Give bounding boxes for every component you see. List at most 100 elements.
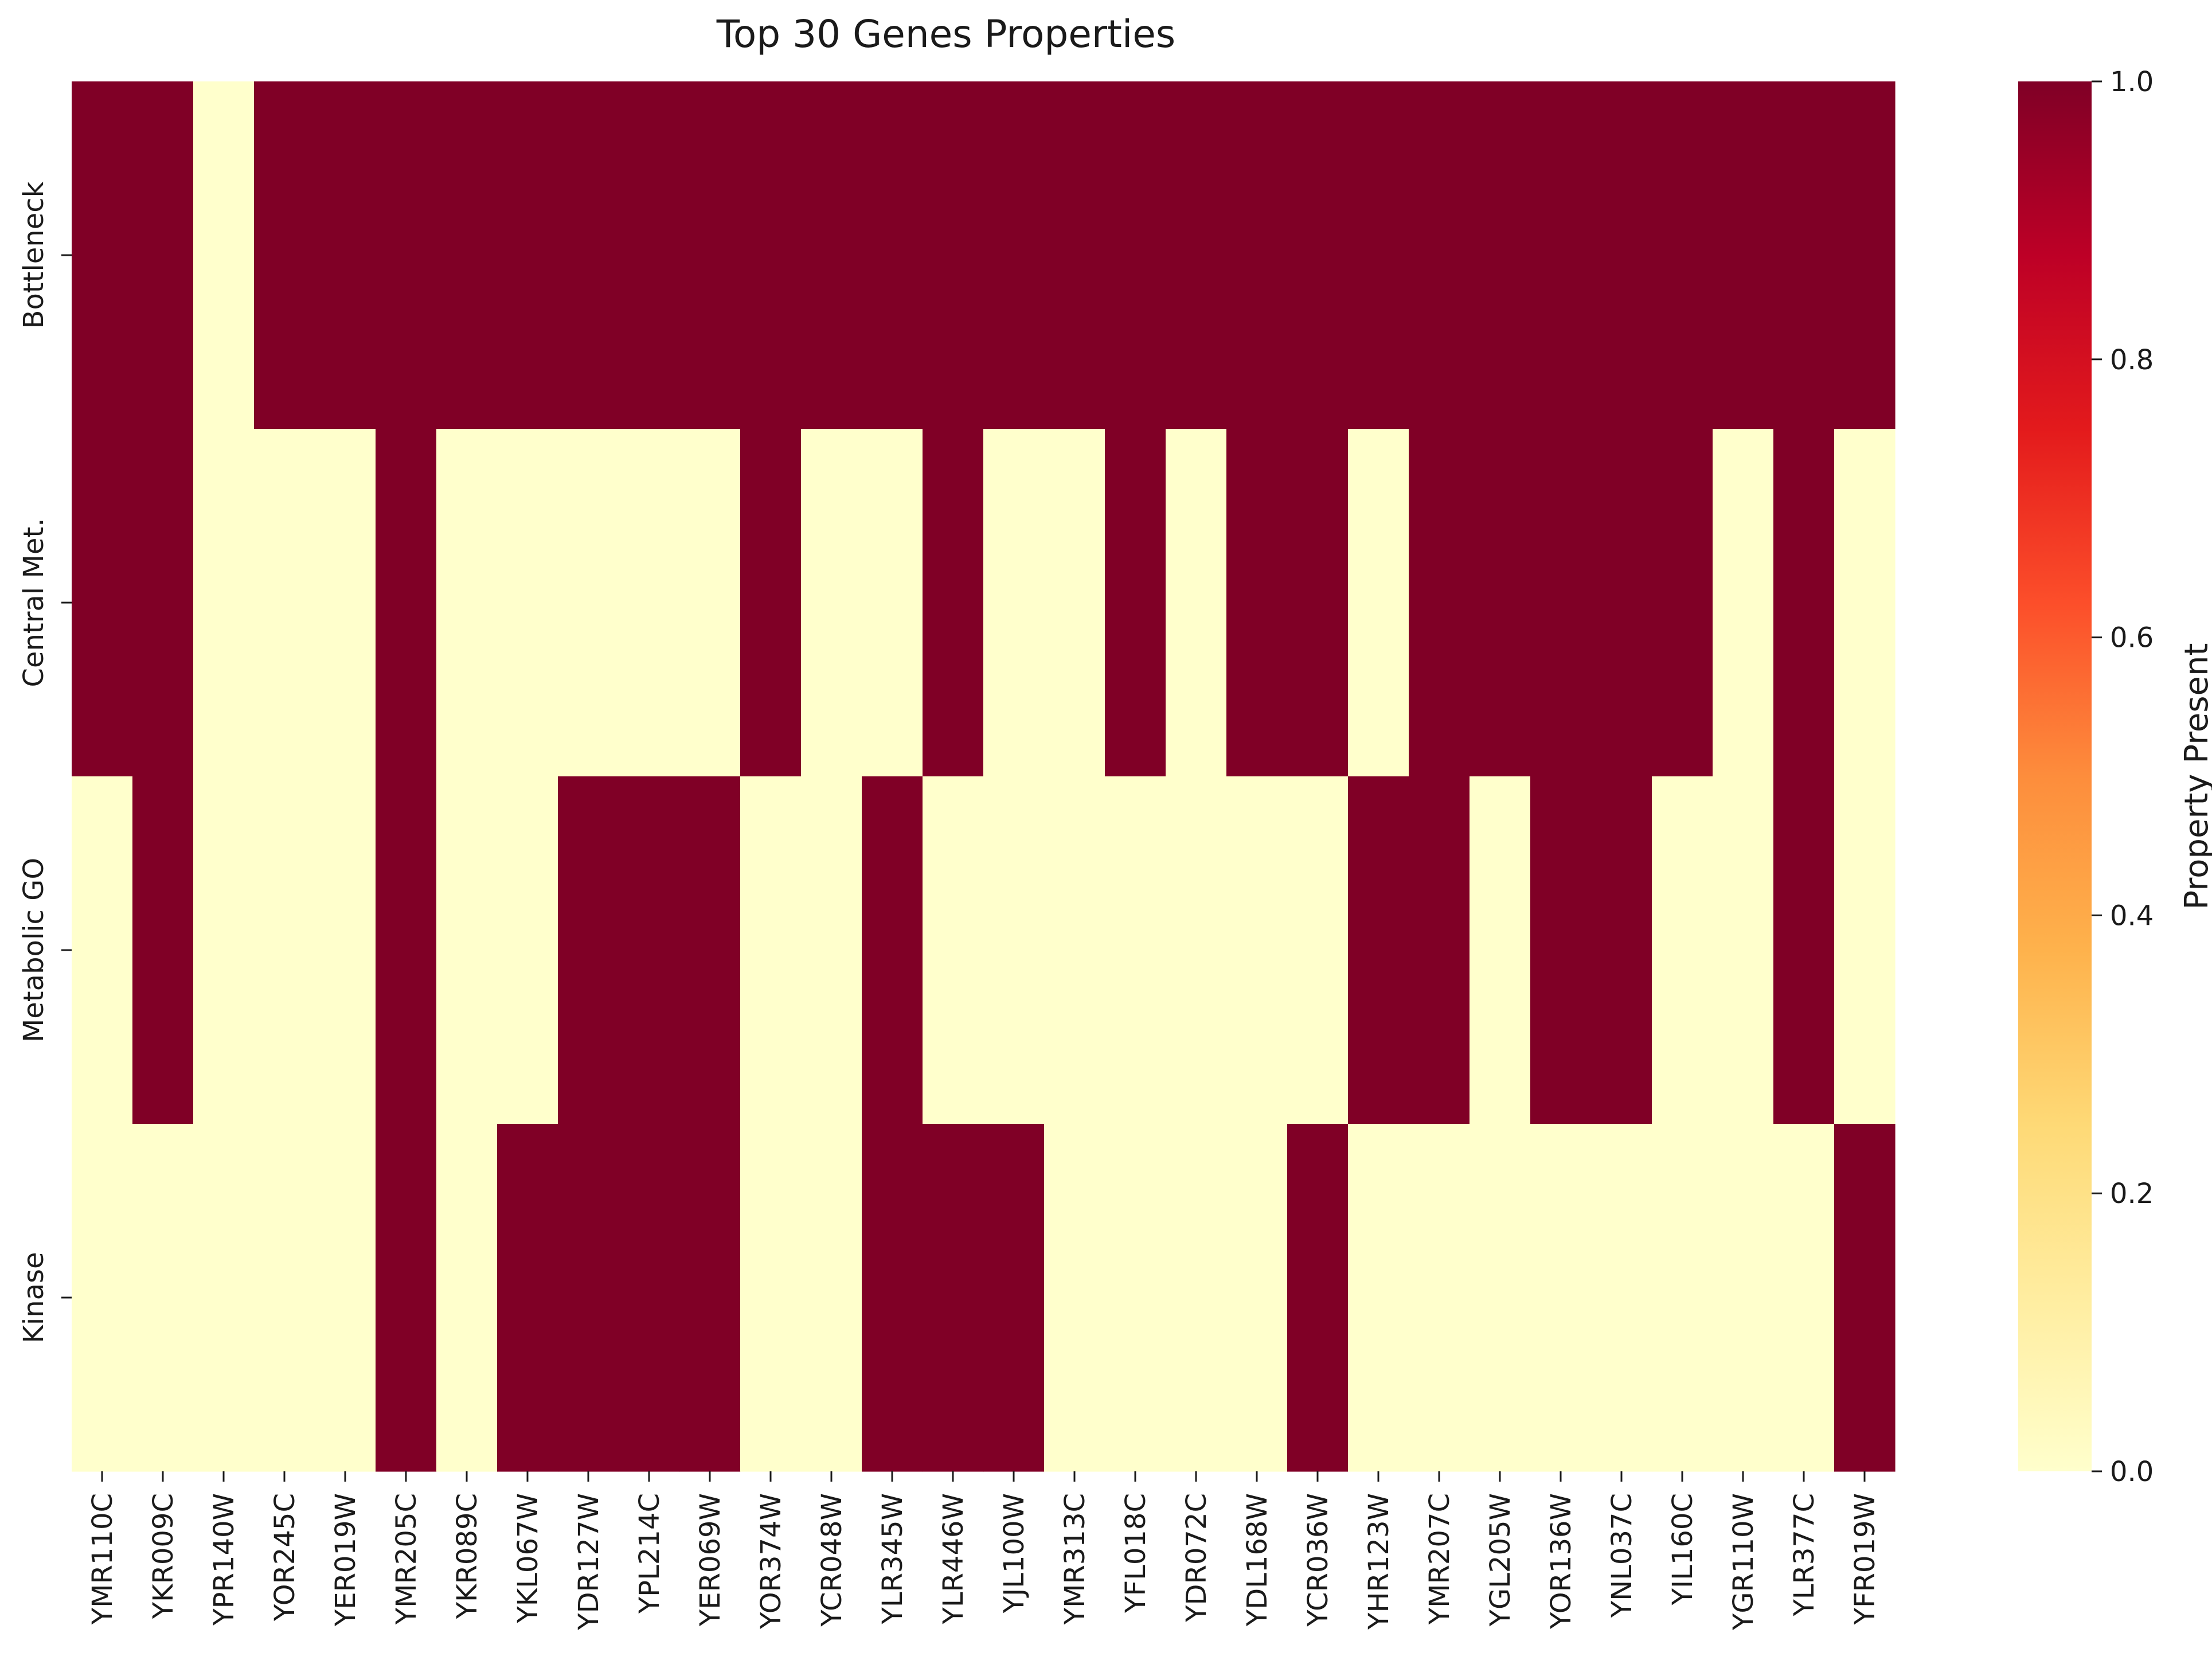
heatmap-cell [679, 81, 741, 429]
x-tick-label: YHR123W [1363, 1493, 1395, 1630]
heatmap-cell [983, 776, 1045, 1124]
colorbar-axis: 0.0 0.2 0.4 0.6 0.8 1.0 [2092, 66, 2154, 1488]
heatmap-cell [436, 776, 498, 1124]
x-tick-label: YIL160C [1667, 1493, 1699, 1605]
heatmap-cell [497, 81, 558, 429]
x-axis: YMR110C YKR009C YPR140W YOR245C YER019W YMR20… [87, 1471, 1881, 1631]
heatmap-cell [1348, 429, 1409, 777]
heatmap-cell [497, 429, 558, 777]
x-tick-label: YCR048W [816, 1493, 848, 1627]
heatmap-cell [1530, 776, 1592, 1124]
heatmap-cell [1226, 429, 1288, 777]
heatmap-cell [862, 81, 923, 429]
y-axis: Bottleneck Central Met. Metabolic GO Kinase [18, 181, 72, 1343]
heatmap-cell [1409, 81, 1470, 429]
heatmap-cell [862, 429, 923, 777]
heatmap-cell [1044, 429, 1105, 777]
x-tick-label: YJL100W [998, 1493, 1030, 1614]
heatmap-cell [132, 429, 194, 777]
x-tick-label: YMR110C [87, 1493, 119, 1625]
colorbar [2018, 81, 2092, 1471]
heatmap-cell [1105, 776, 1166, 1124]
heatmap-cell [983, 1124, 1045, 1472]
x-tick-label: YKR009C [147, 1493, 179, 1619]
heatmap-cell [862, 1124, 923, 1472]
heatmap-cell [1713, 1124, 1774, 1472]
heatmap-cell [193, 429, 255, 777]
x-tick-label: YGL205W [1484, 1493, 1517, 1627]
heatmap-cells [72, 81, 1896, 1472]
heatmap-cell [558, 776, 619, 1124]
heatmap-cell [1713, 429, 1774, 777]
x-tick-label: YKL067W [512, 1493, 544, 1624]
heatmap-cell [72, 1124, 133, 1472]
heatmap-cell [1226, 776, 1288, 1124]
heatmap-cell [1470, 1124, 1531, 1472]
heatmap-cell [1530, 81, 1592, 429]
heatmap-cell [376, 776, 437, 1124]
heatmap-cell [1166, 1124, 1227, 1472]
heatmap-cell [1713, 81, 1774, 429]
x-tick-label: YLR377C [1788, 1493, 1820, 1617]
x-tick-label: YKR089C [451, 1493, 483, 1619]
heatmap-cell [1105, 429, 1166, 777]
x-tick-label: YLR345W [877, 1493, 909, 1625]
heatmap-cell [679, 1124, 741, 1472]
heatmap-cell [1409, 776, 1470, 1124]
heatmap-cell [740, 1124, 802, 1472]
heatmap-cell [315, 81, 376, 429]
y-tick-label: Kinase [18, 1252, 50, 1343]
x-tick-label: YER019W [330, 1493, 362, 1627]
heatmap-cell [1226, 1124, 1288, 1472]
y-tick-label: Metabolic GO [18, 858, 50, 1042]
x-tick-label: YDR072C [1181, 1493, 1213, 1623]
heatmap-cell [1470, 429, 1531, 777]
x-tick-label: YFL018C [1120, 1493, 1152, 1614]
heatmap-cell [740, 429, 802, 777]
heatmap-cell [1652, 81, 1713, 429]
x-tick-label: YER069W [694, 1493, 726, 1627]
x-tick-label: YOR245C [269, 1493, 301, 1622]
heatmap-cell [1044, 81, 1105, 429]
heatmap-cell [315, 429, 376, 777]
heatmap-cell [740, 776, 802, 1124]
heatmap-cell [193, 1124, 255, 1472]
heatmap-cell [72, 776, 133, 1124]
heatmap-cell [254, 81, 315, 429]
heatmap-cell [436, 429, 498, 777]
heatmap-cell [1652, 1124, 1713, 1472]
x-tick-label: YOR136W [1545, 1493, 1577, 1630]
heatmap-cell [1773, 429, 1835, 777]
heatmap-cell [1105, 1124, 1166, 1472]
heatmap-cell [1713, 776, 1774, 1124]
x-tick-label: YMR205C [390, 1493, 423, 1625]
x-tick-label: YNL037C [1606, 1493, 1638, 1618]
heatmap-cell [1166, 776, 1227, 1124]
heatmap-cell [1834, 81, 1896, 429]
x-tick-label: YGR110W [1728, 1493, 1760, 1631]
x-tick-label: YLR446W [937, 1493, 970, 1625]
chart-title: Top 30 Genes Properties [716, 12, 1175, 56]
heatmap-cell [436, 81, 498, 429]
y-tick-label: Bottleneck [18, 181, 50, 329]
heatmap-cell [1591, 429, 1652, 777]
heatmap-cell [801, 1124, 862, 1472]
colorbar-tick-label: 0.4 [2110, 900, 2154, 932]
heatmap-cell [1348, 81, 1409, 429]
x-tick-label: YPL214C [634, 1493, 666, 1614]
heatmap-cell [983, 429, 1045, 777]
heatmap-cell [619, 429, 680, 777]
x-tick-label: YDL168W [1241, 1493, 1273, 1627]
heatmap-cell [1591, 1124, 1652, 1472]
heatmap-cell [1773, 776, 1835, 1124]
heatmap-cell [254, 429, 315, 777]
heatmap-cell [679, 776, 741, 1124]
heatmap-cell [497, 776, 558, 1124]
heatmap-cell [801, 776, 862, 1124]
heatmap-cell [1530, 1124, 1592, 1472]
x-tick-label: YMR207C [1424, 1493, 1456, 1625]
heatmap-cell [1591, 776, 1652, 1124]
heatmap-cell [1773, 1124, 1835, 1472]
heatmap-cell [923, 429, 984, 777]
